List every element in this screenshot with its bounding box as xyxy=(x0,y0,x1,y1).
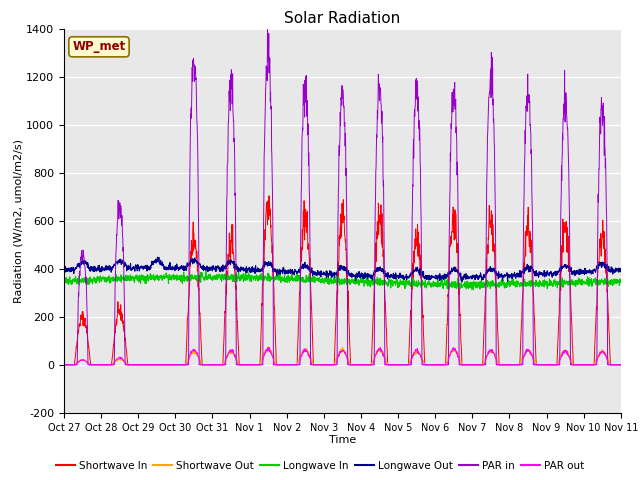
Legend: Shortwave In, Shortwave Out, Longwave In, Longwave Out, PAR in, PAR out: Shortwave In, Shortwave Out, Longwave In… xyxy=(52,456,588,475)
Y-axis label: Radiation (W/m2, umol/m2/s): Radiation (W/m2, umol/m2/s) xyxy=(13,139,24,303)
Title: Solar Radiation: Solar Radiation xyxy=(284,11,401,26)
X-axis label: Time: Time xyxy=(329,435,356,445)
Text: WP_met: WP_met xyxy=(72,40,125,53)
